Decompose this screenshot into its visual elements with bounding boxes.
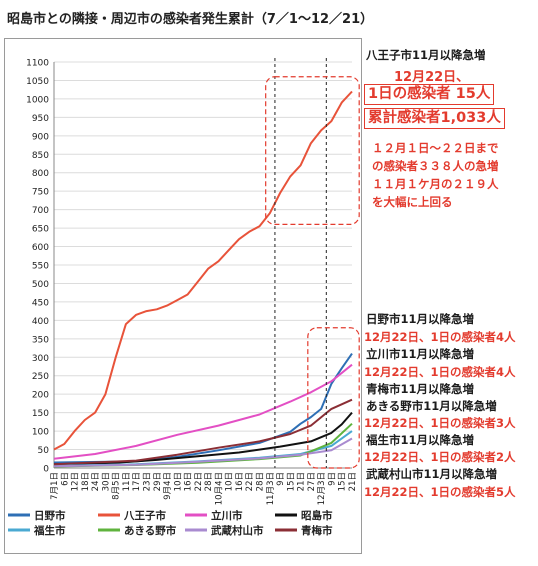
- y-tick-label: 250: [32, 372, 49, 382]
- hachioji-note-2: の感染者３３８人の急増: [372, 159, 499, 173]
- x-tick-label: 6日: [60, 472, 70, 486]
- y-tick-label: 100: [32, 428, 49, 438]
- y-tick-label: 150: [32, 409, 49, 419]
- x-tick-label: 30日: [101, 472, 111, 491]
- x-tick-label: 22日: [245, 472, 255, 491]
- x-tick-label: 28日: [204, 472, 214, 491]
- x-tick-label: 9月4日: [163, 472, 173, 500]
- y-tick-label: 1100: [26, 59, 49, 69]
- hachioji-note-3: １１月１ケ月の２１９人: [372, 177, 499, 191]
- x-tick-label: 12月3日: [317, 472, 327, 505]
- y-tick-label: 800: [32, 169, 49, 179]
- x-tick-label: 10日: [173, 472, 183, 491]
- legend-label: 日野市: [34, 509, 66, 522]
- y-tick-label: 850: [32, 151, 49, 161]
- x-tick-label: 11月3日: [266, 472, 276, 505]
- x-tick-label: 15日: [338, 472, 348, 491]
- legend-label: 福生市: [33, 524, 66, 537]
- series-line: [53, 398, 353, 466]
- musashimurayama-heading: 武蔵村山市11月以降急増: [366, 467, 498, 481]
- x-tick-label: 15日: [286, 472, 296, 491]
- legend-label: 昭島市: [301, 509, 333, 522]
- x-tick-label: 11日: [122, 472, 132, 491]
- x-tick-label: 22日: [194, 472, 204, 491]
- hachioji-callout-box: [265, 76, 360, 226]
- x-tick-label: 9日: [276, 472, 286, 486]
- x-tick-label: 17日: [132, 472, 142, 491]
- y-tick-label: 600: [32, 243, 49, 253]
- y-tick-label: 1050: [26, 77, 49, 87]
- x-tick-label: 18日: [81, 472, 91, 491]
- x-tick-label: 24日: [91, 472, 101, 491]
- y-tick-label: 900: [32, 132, 49, 142]
- y-tick-label: 350: [32, 335, 49, 345]
- y-tick-label: 50: [38, 446, 50, 456]
- hachioji-date: 12月22日、: [394, 70, 470, 85]
- series-line: [53, 363, 353, 460]
- x-tick-label: 23日: [142, 472, 152, 491]
- x-tick-label: 16日: [235, 472, 245, 491]
- hachioji-note-4: を大幅に上回る: [372, 195, 453, 209]
- x-tick-label: 21日: [348, 472, 358, 491]
- series-line: [53, 437, 353, 468]
- y-tick-label: 750: [32, 188, 49, 198]
- fussa-sub: 12月22日、1日の感染者2人: [364, 450, 516, 464]
- x-tick-label: 7月1日: [50, 472, 60, 500]
- x-tick-label: 27日: [307, 472, 317, 491]
- hachioji-daily-box: 1日の感染者 15人: [364, 84, 495, 105]
- y-tick-label: 200: [32, 391, 49, 401]
- tachikawa-heading: 立川市11月以降急増: [366, 347, 475, 361]
- legend-label: 立川市: [211, 509, 243, 522]
- x-tick-label: 12日: [71, 472, 81, 491]
- y-tick-label: 400: [32, 317, 49, 327]
- akiruno-heading: あきる野市11月以降急増: [366, 399, 497, 413]
- others-callout-box: [307, 327, 360, 469]
- y-tick-label: 300: [32, 354, 49, 364]
- x-tick-label: 29日: [153, 472, 163, 491]
- y-tick-label: 0: [43, 465, 49, 475]
- y-tick-label: 450: [32, 298, 49, 308]
- tachikawa-sub: 12月22日、1日の感染者4人: [364, 365, 516, 379]
- hachioji-note-1: １２月１日～２２日まで: [372, 141, 499, 155]
- y-tick-label: 500: [32, 280, 49, 290]
- akiruno-sub: 12月22日、1日の感染者3人: [364, 416, 516, 430]
- musashimurayama-sub: 12月22日、1日の感染者5人: [364, 485, 516, 499]
- fussa-heading: 福生市11月以降急増: [366, 433, 475, 447]
- hachioji-heading: 八王子市11月以降急増: [366, 48, 486, 62]
- x-tick-label: 21日: [297, 472, 307, 491]
- hino-heading: 日野市11月以降急増: [366, 312, 475, 326]
- x-tick-label: 10月4日: [214, 472, 224, 505]
- y-tick-label: 650: [32, 225, 49, 235]
- series-line: [53, 90, 353, 451]
- hachioji-total-box: 累計感染者1,033人: [364, 108, 505, 129]
- x-tick-label: 10日: [225, 472, 235, 491]
- legend-label: 八王子市: [123, 509, 166, 522]
- y-tick-label: 700: [32, 206, 49, 216]
- legend-label: 青梅市: [301, 524, 333, 537]
- ome-heading: 青梅市11月以降急増: [366, 382, 475, 396]
- y-tick-label: 550: [32, 262, 49, 272]
- x-tick-label: 8月5日: [112, 472, 122, 500]
- series-line: [53, 353, 353, 464]
- x-tick-label: 9日: [327, 472, 337, 486]
- x-tick-label: 16日: [184, 472, 194, 491]
- y-tick-label: 950: [32, 114, 49, 124]
- chart-title: 昭島市との隣接・周辺市の感染者発生累計（7／1〜12／21）: [7, 12, 374, 27]
- legend-label: 武蔵村山市: [211, 524, 264, 537]
- hino-sub: 12月22日、1日の感染者4人: [364, 330, 516, 344]
- y-tick-label: 1000: [26, 95, 49, 105]
- legend-label: あきる野市: [124, 524, 177, 537]
- x-tick-label: 28日: [256, 472, 266, 491]
